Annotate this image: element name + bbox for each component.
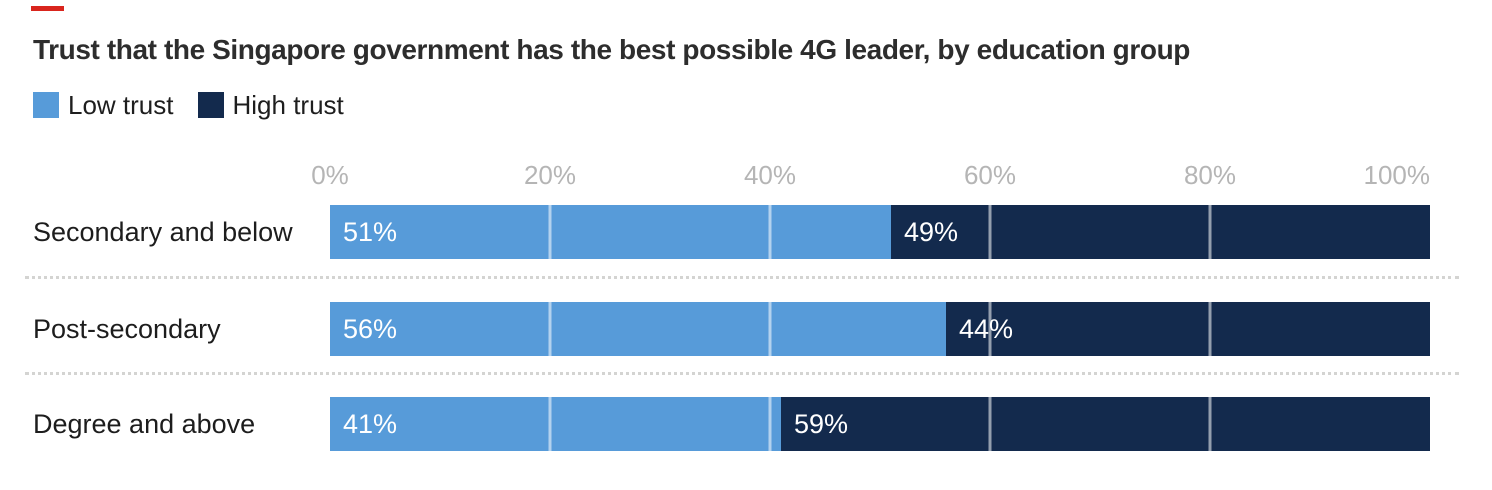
gridline	[1208, 397, 1212, 451]
category-label: Post-secondary	[33, 313, 221, 344]
bar-segment-low-trust: 41%	[330, 397, 781, 451]
gridline	[988, 397, 992, 451]
bar-row: Secondary and below 51% 49%	[0, 205, 1492, 259]
bar-segment-high-trust: 49%	[891, 205, 1430, 259]
gridline	[548, 397, 552, 451]
axis-tick-label: 0%	[311, 160, 349, 190]
category-label: Secondary and below	[33, 216, 293, 247]
chart-title: Trust that the Singapore government has …	[33, 34, 1190, 65]
category-label: Degree and above	[33, 408, 256, 439]
gridline	[1208, 205, 1212, 259]
bar-track: 51% 49%	[330, 205, 1430, 259]
row-separator	[25, 372, 1459, 375]
bar-segment-low-trust: 51%	[330, 205, 891, 259]
bar-segment-low-trust: 56%	[330, 302, 946, 356]
gridline	[768, 205, 772, 259]
bar-segment-high-trust: 59%	[781, 397, 1430, 451]
bar-segment-high-trust: 44%	[946, 302, 1430, 356]
row-separator	[25, 276, 1459, 279]
bar-value-label: 56%	[343, 313, 398, 344]
legend-item-high-trust: High trust	[197, 90, 344, 120]
gridline	[548, 302, 552, 356]
bar-row: Degree and above 41% 59%	[0, 397, 1492, 451]
bar-value-label: 51%	[343, 216, 398, 247]
legend-swatch-high-trust	[197, 92, 224, 118]
bar-value-label: 59%	[794, 408, 849, 439]
gridline	[1208, 302, 1212, 356]
gridline	[988, 302, 992, 356]
bar-value-label: 41%	[343, 408, 398, 439]
bar-track: 41% 59%	[330, 397, 1430, 451]
gridline	[768, 302, 772, 356]
axis-tick-label: 40%	[743, 160, 797, 190]
legend: Low trust High trust	[33, 92, 344, 118]
axis-tick-label: 100%	[1363, 160, 1431, 190]
bar-row: Post-secondary 56% 44%	[0, 302, 1492, 356]
axis-tick-label: 20%	[523, 160, 577, 190]
legend-item-low-trust: Low trust	[33, 92, 174, 118]
bar-value-label: 44%	[959, 313, 1014, 344]
bar-track: 56% 44%	[330, 302, 1430, 356]
axis-tick-label: 80%	[1183, 160, 1237, 190]
legend-swatch-low-trust	[33, 92, 59, 118]
gridline	[988, 205, 992, 259]
accent-dash	[31, 6, 64, 11]
bar-value-label: 49%	[904, 216, 959, 247]
gridline	[548, 205, 552, 259]
axis-tick-label: 60%	[963, 160, 1017, 190]
legend-label-high-trust: High trust	[232, 90, 344, 120]
gridline	[768, 397, 772, 451]
legend-label-low-trust: Low trust	[68, 90, 174, 120]
